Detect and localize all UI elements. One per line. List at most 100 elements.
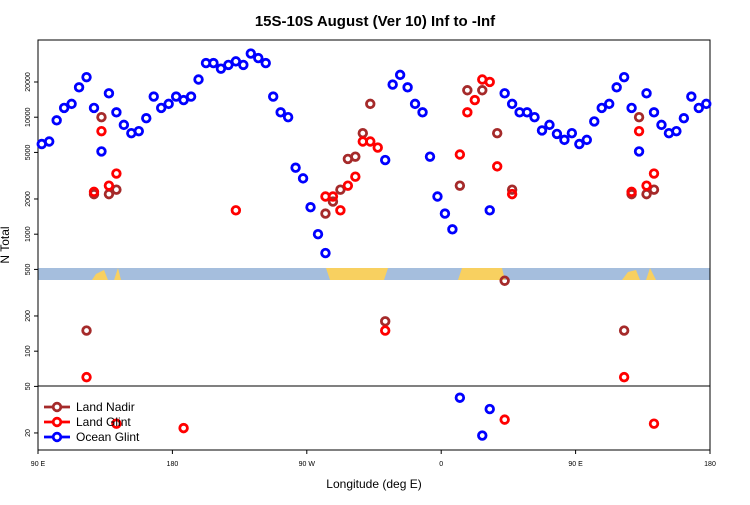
point [671,125,682,137]
point [506,188,518,200]
point [215,63,227,74]
point [96,125,107,137]
point [701,98,712,110]
point [88,102,100,114]
chart-title: 15S-10S August (Ver 10) Inf to -Inf [255,13,496,30]
point [521,107,533,118]
point [626,186,637,198]
point [185,91,197,102]
legend-label: Land Nadir [76,400,135,414]
point [596,102,607,114]
point [536,125,548,136]
point [111,184,122,195]
point [111,168,122,179]
point [245,48,256,59]
point [641,180,652,191]
point [492,161,503,172]
y-axis-label: N Total [0,226,12,263]
y-tick-label: 500 [25,263,32,275]
point [148,91,159,102]
point [178,422,189,434]
point [394,69,406,81]
point [484,205,495,216]
x-axis-label: Longitude (deg E) [326,477,421,491]
point [96,146,107,157]
y-tick-label: 100 [25,345,32,357]
point [290,162,301,173]
point [454,180,466,191]
y-tick-label: 50 [25,382,32,390]
point [566,127,578,139]
point [282,112,294,123]
point [626,102,637,114]
y-tick-label: 20000 [25,72,32,92]
point [51,115,62,126]
point [380,316,391,327]
point [193,74,204,85]
x-tick-label: 90 W [299,461,316,468]
point [387,79,398,90]
point [305,202,316,213]
point [417,107,428,118]
point [141,113,152,124]
point [402,82,413,93]
y-tick-label: 5000 [25,145,32,161]
point [268,91,279,102]
point [477,430,488,441]
point [312,228,324,240]
point [447,224,458,235]
point [409,98,421,110]
point [574,138,585,150]
point [163,98,174,110]
point [551,128,563,140]
point [320,208,331,219]
point [111,107,122,118]
point [96,112,107,123]
point [297,173,309,184]
surface-band [38,268,710,280]
point [462,107,473,118]
x-tick-label: 90 E [31,461,46,468]
point [81,325,92,336]
point [342,180,354,191]
point [424,151,436,162]
point [492,127,503,139]
point [88,186,100,198]
point [365,136,376,147]
point [103,180,115,191]
point [506,98,518,110]
point [133,125,144,137]
point [618,71,630,83]
point [58,102,70,114]
point [581,134,592,146]
point [372,142,383,153]
point [648,168,660,179]
y-tick-label: 20 [25,429,32,437]
point [544,119,555,131]
point [327,196,339,207]
point [633,125,645,137]
x-tick-label: 180 [704,461,716,468]
point [260,57,271,69]
point [499,88,510,99]
point [618,371,630,383]
point [633,146,645,157]
point [477,85,488,96]
point [484,403,495,415]
y-tick-label: 200 [25,310,32,322]
land-band [458,268,505,280]
y-tick-label: 2000 [25,191,32,207]
point [686,91,697,102]
point [529,112,540,123]
point [365,98,376,110]
point [44,136,55,147]
point [432,191,443,202]
point [230,205,242,216]
point [559,134,570,146]
point [648,107,660,118]
land-band [622,268,656,280]
point [499,275,510,286]
